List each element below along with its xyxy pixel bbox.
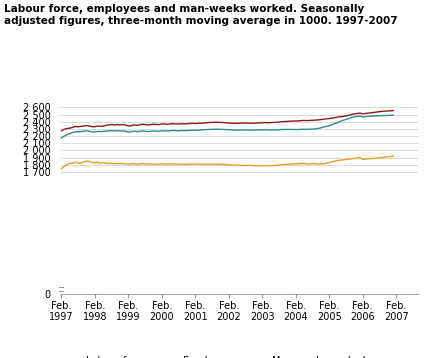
Legend: Labour force, Employees, Man-weeks worked: Labour force, Employees, Man-weeks worke… xyxy=(58,353,369,358)
Text: Labour force, employees and man-weeks worked. Seasonally
adjusted figures, three: Labour force, employees and man-weeks wo… xyxy=(4,4,397,26)
